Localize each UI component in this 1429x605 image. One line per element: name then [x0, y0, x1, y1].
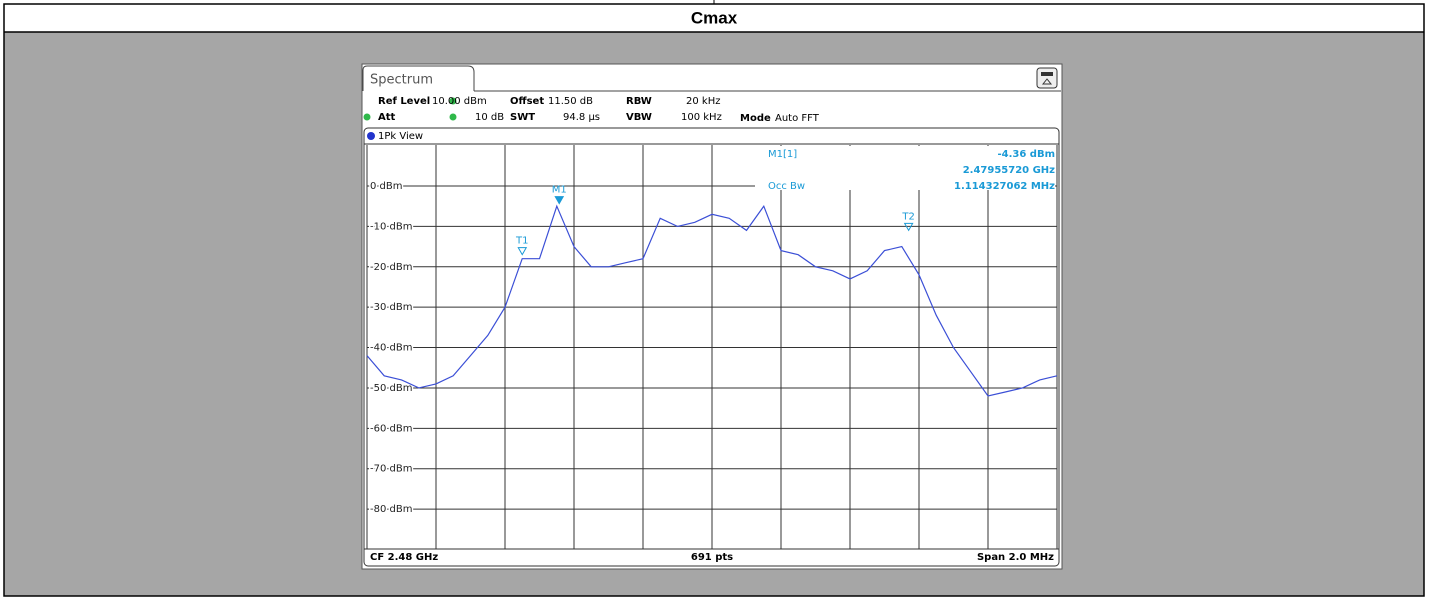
- status-dot: [449, 113, 457, 121]
- y-tick-label: -60 dBm: [370, 423, 412, 434]
- footer-points: 691 pts: [691, 552, 733, 563]
- setting-value: 20 kHz: [686, 96, 720, 107]
- heading: Cmax: [691, 8, 738, 27]
- status-dot: [449, 97, 457, 105]
- setting-value: 100 kHz: [681, 112, 722, 123]
- marker-label: M1: [552, 185, 567, 196]
- setting-name: SWT: [510, 112, 535, 123]
- y-tick-label: -70 dBm: [370, 464, 412, 475]
- icon: [1036, 67, 1058, 89]
- readout-occ-label: Occ Bw: [768, 181, 805, 192]
- setting-name: VBW: [626, 112, 652, 123]
- setting-name: Mode: [740, 113, 771, 124]
- setting-value: 94.8 µs: [563, 112, 600, 123]
- readout-occ-value: 1.114327062 MHz: [954, 181, 1055, 192]
- readout-marker: M1[1]: [768, 149, 797, 160]
- tab: [362, 65, 475, 91]
- footer-cf: CF 2.48 GHz: [370, 552, 438, 563]
- icon-glyph: [1041, 78, 1053, 85]
- readout-bg: [755, 146, 1055, 190]
- setting-value: 10 dB: [475, 112, 504, 123]
- setting-value: 11.50 dB: [548, 96, 593, 107]
- readout-frequency: 2.47955720 GHz: [963, 165, 1055, 176]
- status-dot: [363, 113, 371, 121]
- trace-dot: [367, 132, 375, 140]
- marker: [517, 247, 528, 256]
- view-label: 1Pk View: [378, 131, 423, 142]
- setting-value: Auto FFT: [775, 113, 820, 124]
- footer-span: Span 2.0 MHz: [977, 552, 1054, 563]
- marker: [554, 196, 565, 205]
- setting-name: RBW: [626, 96, 652, 107]
- tab-label: Spectrum: [370, 73, 433, 88]
- y-tick-label: -50 dBm: [370, 383, 412, 394]
- y-tick-label: -20 dBm: [370, 262, 412, 273]
- icon-glyph: [1041, 72, 1053, 76]
- readout-level: -4.36 dBm: [997, 149, 1055, 160]
- vertical-divisions: [366, 145, 1058, 549]
- y-tick-label: -10 dBm: [370, 221, 412, 232]
- y-tick-label: 0 dBm: [370, 181, 403, 192]
- y-tick-label: -30 dBm: [370, 302, 412, 313]
- setting-value: 10.00 dBm: [432, 96, 487, 107]
- marker-label: T2: [901, 211, 914, 222]
- y-tick-label: -40 dBm: [370, 343, 412, 354]
- setting-name: Offset: [510, 96, 544, 107]
- marker: [903, 222, 914, 232]
- marker-label: T1: [515, 236, 528, 247]
- y-tick-label: -80 dBm: [370, 504, 412, 515]
- setting-name: Ref Level: [378, 96, 430, 107]
- trace: [366, 204, 1058, 397]
- setting-name: Att: [378, 112, 396, 123]
- plot: 0 dBm -10 dBm -20 dBm -30 dBm -40 dBm -50 dBm…: [366, 179, 1058, 517]
